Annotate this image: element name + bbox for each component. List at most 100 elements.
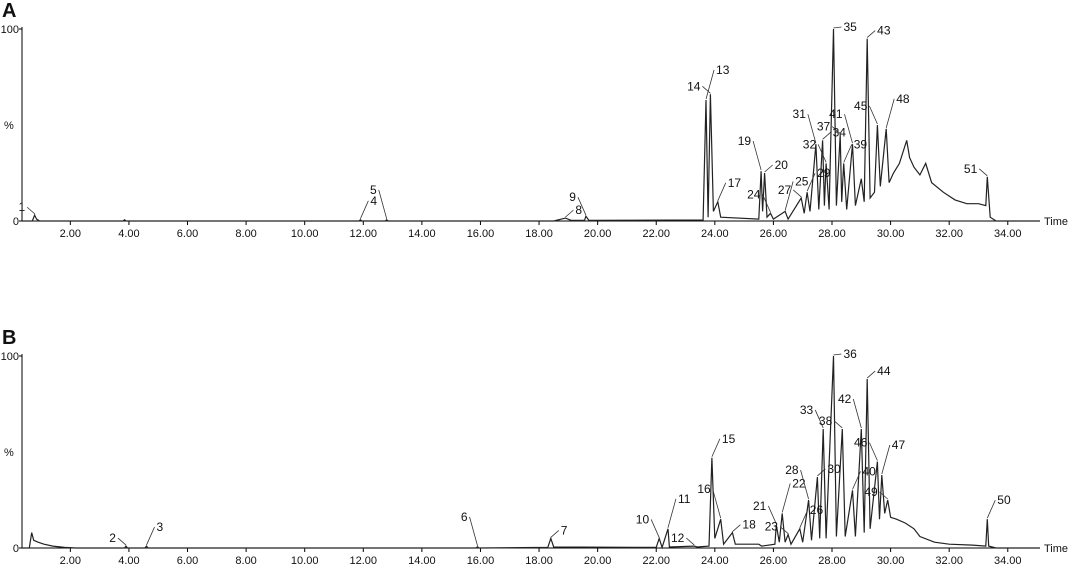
peak-label: 16	[697, 482, 711, 496]
x-tick-label: 12.00	[350, 555, 378, 567]
peak-label: 50	[997, 493, 1011, 507]
y-tick-label: 100	[1, 24, 19, 36]
x-tick-label: 26.00	[760, 555, 788, 567]
peak-label: 5	[370, 183, 377, 197]
peak-label: 18	[742, 518, 756, 532]
x-tick-label: 32.00	[935, 555, 963, 567]
x-tick-label: 22.00	[642, 228, 670, 240]
peak-marker	[752, 140, 762, 171]
peak-marker	[565, 209, 574, 218]
peak-marker	[814, 409, 824, 429]
peak-marker	[711, 438, 721, 457]
peak-marker	[869, 105, 878, 125]
x-axis-label: Time	[1044, 216, 1068, 228]
x-tick-label: 28.00	[818, 228, 846, 240]
peak-label: 49	[864, 485, 878, 499]
peak-label: 29	[817, 166, 831, 180]
peak-marker	[852, 398, 862, 429]
x-tick-label: 34.00	[994, 555, 1022, 567]
peak-label: 4	[370, 194, 377, 208]
x-tick-label: 4.00	[118, 228, 139, 240]
panel-label: B	[2, 327, 16, 349]
peak-label: 38	[819, 414, 833, 428]
peak-label: 12	[671, 531, 685, 545]
peak-label: 47	[892, 438, 906, 452]
peak-label: 51	[964, 162, 978, 176]
peak-label: 41	[829, 107, 843, 121]
peak-marker	[844, 114, 853, 144]
peak-marker	[817, 144, 827, 163]
x-tick-label: 14.00	[408, 228, 436, 240]
peak-label: 25	[795, 174, 809, 188]
x-tick-label: 14.00	[408, 555, 436, 567]
peak-marker	[866, 370, 876, 379]
peak-label: 40	[863, 464, 877, 478]
x-tick-label: 16.00	[467, 228, 495, 240]
x-tick-label: 24.00	[701, 228, 729, 240]
x-tick-label: 4.00	[118, 555, 139, 567]
x-tick-label: 30.00	[877, 555, 905, 567]
peak-marker	[843, 144, 853, 163]
peak-label: 19	[738, 134, 752, 148]
peak-label: 3	[157, 520, 164, 534]
trace	[22, 355, 1040, 550]
y-tick-label: 100	[1, 351, 19, 363]
y-tick-label: 0	[13, 216, 19, 228]
x-tick-label: 18.00	[525, 555, 553, 567]
peak-marker	[702, 85, 711, 94]
peak-label: 23	[765, 520, 779, 534]
y-axis-label: %	[4, 447, 14, 459]
x-tick-label: 8.00	[235, 555, 256, 567]
peak-label: 14	[687, 79, 701, 93]
peak-label: 27	[778, 183, 792, 197]
x-tick-label: 18.00	[525, 228, 553, 240]
peak-marker	[378, 189, 388, 219]
peak-label: 31	[793, 107, 807, 121]
peak-marker	[26, 206, 36, 215]
peak-marker	[807, 114, 817, 144]
peak-marker	[885, 98, 895, 128]
peak-marker	[781, 483, 791, 513]
peak-label: 36	[843, 347, 857, 361]
x-tick-label: 22.00	[642, 555, 670, 567]
peak-label: 1	[18, 200, 25, 214]
peak-marker	[117, 537, 127, 546]
peak-marker	[650, 519, 660, 538]
peak-marker	[866, 30, 876, 38]
x-tick-label: 6.00	[177, 555, 198, 567]
x-tick-label: 10.00	[291, 555, 319, 567]
peak-label: 33	[800, 403, 814, 417]
x-axis-label: Time	[1044, 543, 1068, 555]
peak-marker	[146, 526, 155, 546]
x-tick-label: 8.00	[235, 228, 256, 240]
peak-marker	[792, 189, 802, 198]
peak-label: 46	[854, 436, 868, 450]
x-tick-label: 6.00	[177, 228, 198, 240]
x-tick-label: 20.00	[584, 228, 612, 240]
peak-marker	[762, 194, 771, 213]
peak-marker	[732, 524, 741, 532]
peak-marker	[822, 132, 831, 140]
panel-label: A	[2, 0, 16, 22]
peak-marker	[767, 505, 777, 525]
peak-marker	[799, 509, 809, 528]
peak-marker	[881, 444, 891, 475]
x-tick-label: 12.00	[350, 228, 378, 240]
peak-label: 17	[728, 176, 742, 190]
x-tick-label: 16.00	[467, 555, 495, 567]
peak-marker	[979, 168, 988, 177]
peak-label: 42	[838, 392, 852, 406]
peak-label: 20	[775, 158, 789, 172]
peak-label: 24	[747, 187, 761, 201]
peak-label: 22	[792, 476, 806, 490]
peak-marker	[833, 26, 842, 29]
peak-marker	[869, 442, 878, 461]
peak-label: 9	[569, 190, 576, 204]
peak-marker	[686, 537, 695, 546]
x-tick-label: 24.00	[701, 555, 729, 567]
x-tick-label: 2.00	[60, 228, 81, 240]
peak-marker	[800, 469, 809, 500]
peak-marker	[764, 164, 773, 173]
peak-label: 37	[817, 120, 831, 134]
